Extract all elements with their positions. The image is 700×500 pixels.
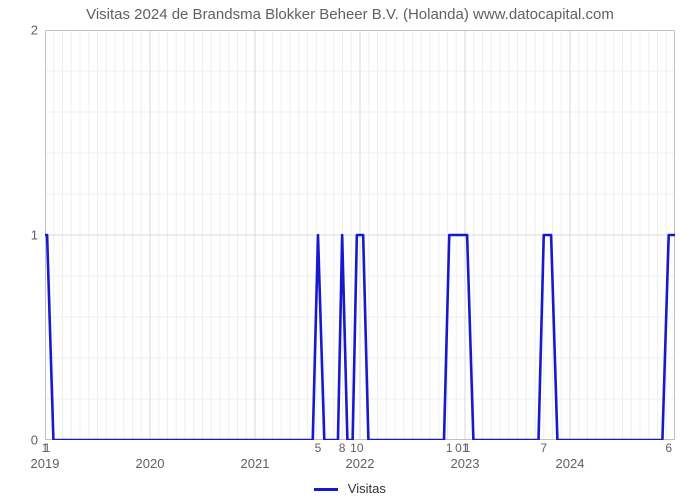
legend-text: Visitas (348, 481, 386, 496)
x-tick-label: 2021 (241, 456, 270, 471)
x-tick-label: 2024 (556, 456, 585, 471)
chart-title: Visitas 2024 de Brandsma Blokker Beheer … (0, 6, 700, 23)
data-point-label: 7 (540, 441, 547, 455)
data-point-label: 1 (464, 441, 471, 455)
x-tick-label: 2023 (451, 456, 480, 471)
y-tick-label: 1 (8, 228, 38, 243)
data-point-label: 1 (44, 441, 51, 455)
data-point-label: 10 (350, 441, 363, 455)
data-point-label: 1 (446, 441, 453, 455)
y-tick-label: 0 (8, 433, 38, 448)
legend: Visitas (0, 481, 700, 496)
data-point-label: 8 (339, 441, 346, 455)
plot-area (45, 30, 675, 440)
data-point-label: 6 (665, 441, 672, 455)
legend-swatch (314, 488, 338, 491)
x-tick-label: 2020 (136, 456, 165, 471)
chart-svg (45, 30, 675, 440)
data-point-label: 5 (315, 441, 322, 455)
y-tick-label: 2 (8, 23, 38, 38)
x-tick-label: 2022 (346, 456, 375, 471)
chart-container: Visitas 2024 de Brandsma Blokker Beheer … (0, 0, 700, 500)
x-tick-label: 2019 (31, 456, 60, 471)
